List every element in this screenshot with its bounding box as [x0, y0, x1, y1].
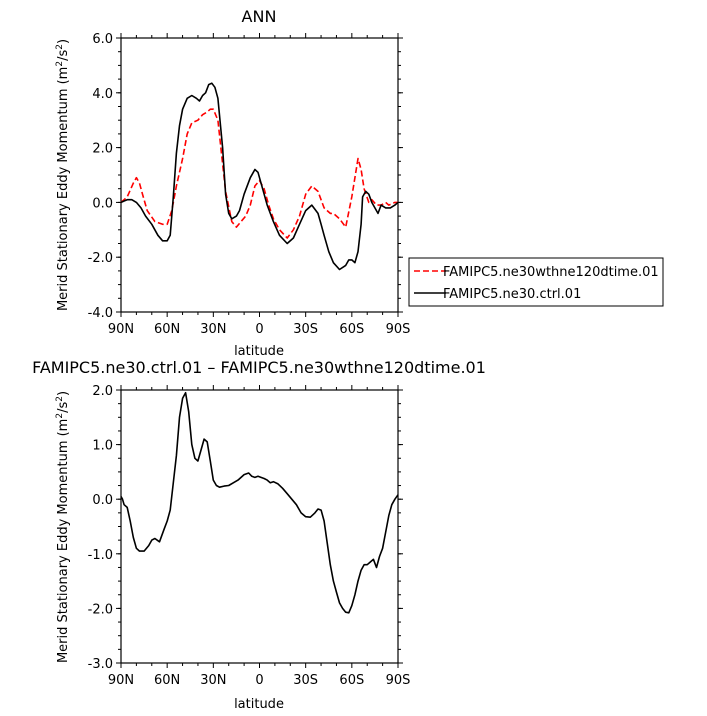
chart-top-y-axis-label-sup: 2 — [55, 61, 65, 67]
chart-top-x-tick-label: 30S — [293, 322, 318, 337]
chart-top-x-tick-label: 60N — [154, 322, 180, 337]
chart-bottom-x-tick-label: 60S — [339, 673, 364, 688]
chart-bottom-x-tick-label: 90N — [108, 673, 134, 688]
chart-bottom-y-axis-label-end: ) — [56, 391, 71, 396]
chart-top-x-axis-label: latitude — [234, 344, 284, 359]
chart-bottom-y-tick-label: 0.0 — [92, 493, 113, 508]
chart-top-x-tick-label: 90S — [386, 322, 411, 337]
chart-bottom-y-tick-label: 1.0 — [92, 439, 113, 454]
chart-top-y-axis-label-main: Merid Stationary Eddy Momentum (m — [56, 67, 71, 311]
chart-top-y-tick-label: 2.0 — [92, 142, 113, 157]
chart-top-y-axis-label-mid: /s — [56, 50, 71, 61]
chart-top-x-tick-label: 60S — [339, 322, 364, 337]
chart-bottom-y-tick-label: -3.0 — [88, 657, 113, 672]
chart-bottom-x-tick-label: 60N — [154, 673, 180, 688]
chart-top-y-tick-label: -4.0 — [88, 306, 113, 321]
chart-bottom-panel: FAMIPC5.ne30.ctrl.01 – FAMIPC5.ne30wthne… — [32, 358, 486, 712]
chart-top-y-tick-label: 6.0 — [92, 32, 113, 47]
legend: FAMIPC5.ne30wthne120dtime.01 FAMIPC5.ne3… — [408, 257, 664, 307]
chart-top-plot-area: 90N 60N 30N 0 30S 60S 90S 6.0 4.0 2.0 0.0 -2.0 -4.0 — [88, 32, 411, 337]
chart-bottom-y-axis-label-mid: /s — [56, 402, 71, 413]
chart-top-y-axis-label-end: ) — [56, 39, 71, 44]
chart-bottom-y-axis-label: Merid Stationary Eddy Momentum (m2/s2) — [55, 391, 71, 663]
chart-bottom-series-line-0 — [120, 391, 399, 614]
chart-bottom-x-axis-label: latitude — [234, 697, 284, 712]
chart-bottom-y-tick-label: 2.0 — [92, 384, 113, 399]
chart-top-x-tick-label: 0 — [255, 322, 263, 337]
chart-top-y-tick-label: 0.0 — [92, 196, 113, 211]
chart-top-title: ANN — [242, 7, 277, 26]
chart-bottom-frame — [120, 389, 399, 664]
chart-bottom-x-tick-label: 0 — [255, 673, 263, 688]
chart-top-y-tick-label: 4.0 — [92, 87, 113, 102]
chart-bottom-y-axis-label-sup: 2 — [55, 413, 65, 419]
chart-top-panel: ANN 90N 60N 30N 0 30S 60S 90S 6.0 4.0 2.0 0.0 -2.0 -… — [55, 7, 410, 359]
chart-bottom-x-tick-label: 30N — [200, 673, 226, 688]
chart-top-series-line-0 — [120, 108, 398, 239]
chart-top-y-axis-label: Merid Stationary Eddy Momentum (m2/s2) — [55, 39, 71, 311]
chart-top-y-axis-label-sup2: 2 — [55, 44, 65, 50]
chart-bottom-x-tick-label: 90S — [386, 673, 411, 688]
chart-bottom-x-tick-label: 30S — [293, 673, 318, 688]
chart-bottom-title: FAMIPC5.ne30.ctrl.01 – FAMIPC5.ne30wthne… — [32, 358, 486, 377]
chart-bottom-y-axis-label-main: Merid Stationary Eddy Momentum (m — [56, 419, 71, 663]
chart-top-y-tick-label: -2.0 — [88, 251, 113, 266]
chart-bottom-y-axis-label-sup2: 2 — [55, 396, 65, 402]
chart-bottom-y-tick-label: -2.0 — [88, 602, 113, 617]
chart-top-series-line-1 — [120, 82, 399, 271]
chart-top-x-tick-label: 90N — [108, 322, 134, 337]
legend-label-0: FAMIPC5.ne30wthne120dtime.01 — [443, 265, 659, 280]
chart-top-x-tick-label: 30N — [200, 322, 226, 337]
legend-box — [408, 257, 664, 307]
legend-label-1: FAMIPC5.ne30.ctrl.01 — [443, 287, 581, 302]
chart-bottom-y-tick-label: -1.0 — [88, 548, 113, 563]
chart-bottom-plot-area: 90N 60N 30N 0 30S 60S 90S 2.0 1.0 0.0 -1.0 -2.0 -3.0 — [88, 384, 411, 688]
